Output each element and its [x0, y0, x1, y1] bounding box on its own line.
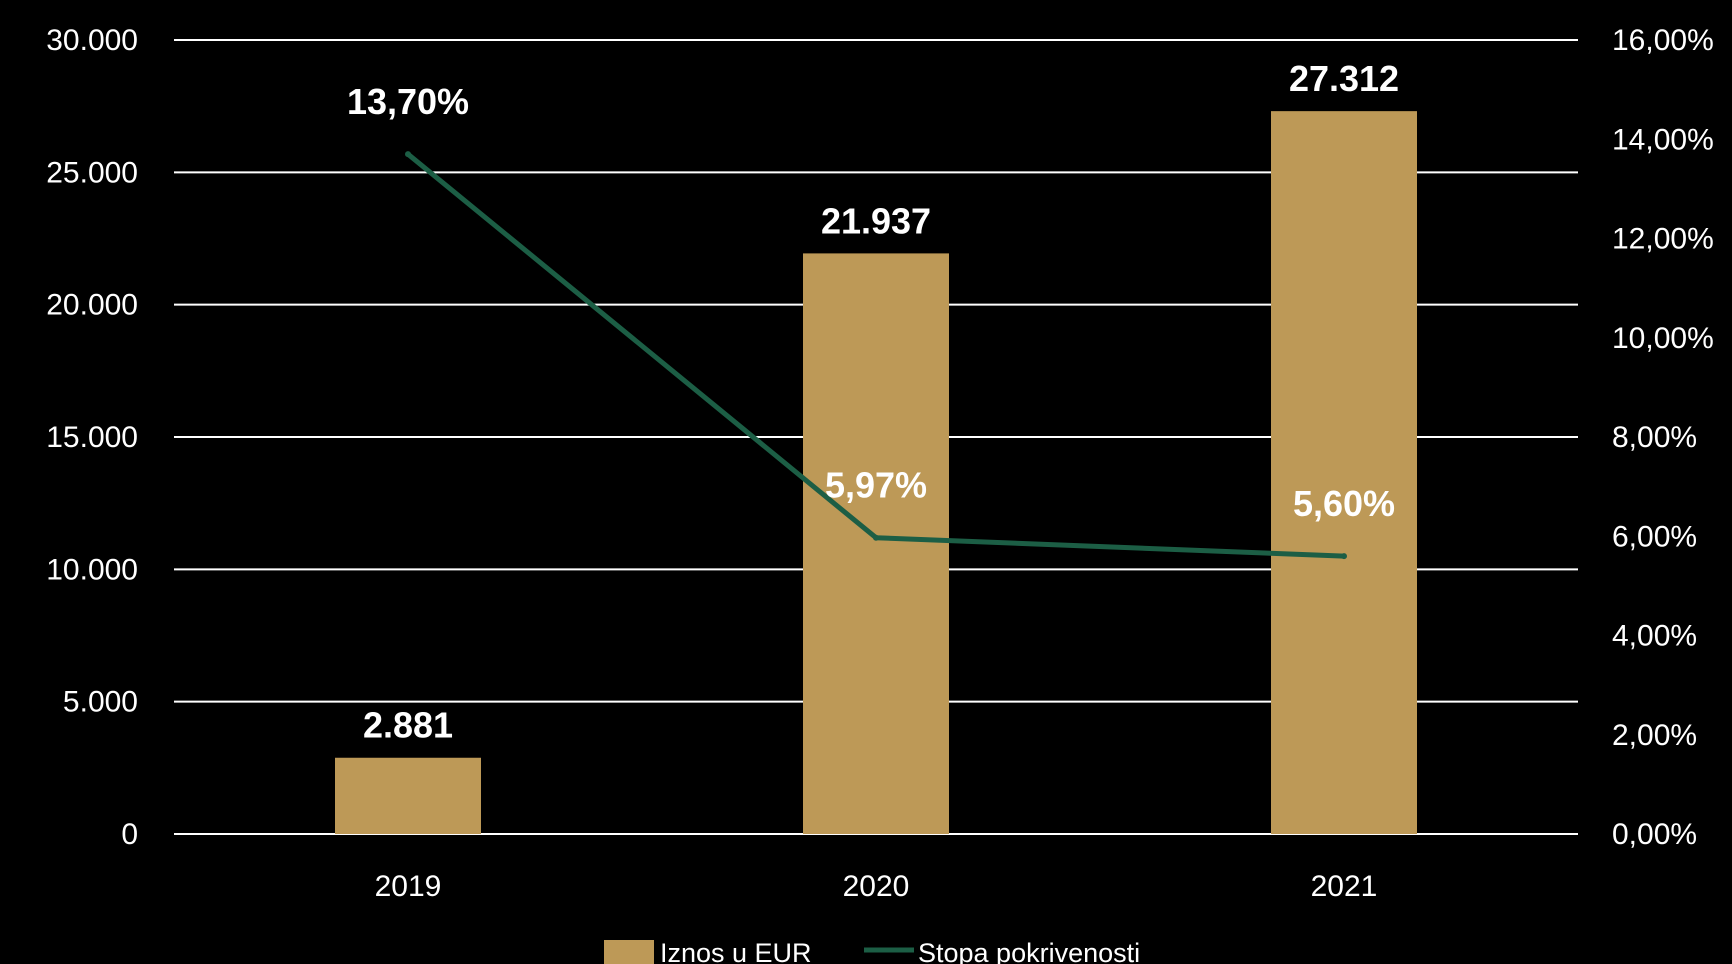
line-point: [1341, 553, 1347, 560]
right-tick-label: 0,00%: [1612, 818, 1697, 851]
right-tick-label: 10,00%: [1612, 322, 1714, 355]
data-labels: 2.881 21.937 27.312 13,70% 5,97% 5,60%: [347, 58, 1399, 746]
x-axis: 2019 2020 2021: [375, 870, 1378, 903]
left-tick-label: 10.000: [46, 553, 138, 586]
bar: [1271, 111, 1417, 835]
left-tick-label: 25.000: [46, 156, 138, 189]
right-tick-label: 6,00%: [1612, 520, 1697, 553]
right-tick-label: 2,00%: [1612, 719, 1697, 752]
bar: [335, 757, 481, 834]
right-tick-label: 14,00%: [1612, 123, 1714, 156]
left-tick-label: 0: [121, 818, 138, 851]
x-tick-label: 2019: [375, 870, 442, 903]
legend-label-bar: Iznos u EUR: [660, 938, 812, 964]
bar-value-label: 2.881: [363, 705, 453, 746]
legend-swatch-bar: [604, 940, 654, 964]
right-tick-label: 4,00%: [1612, 620, 1697, 653]
right-tick-label: 16,00%: [1612, 24, 1714, 57]
left-tick-label: 15.000: [46, 421, 138, 454]
bar-value-label: 27.312: [1289, 58, 1399, 99]
bar-series: [335, 111, 1417, 835]
left-tick-label: 5.000: [63, 686, 138, 719]
line-value-label: 13,70%: [347, 81, 469, 122]
line-value-label: 5,97%: [825, 465, 927, 506]
left-tick-label: 30.000: [46, 24, 138, 57]
x-tick-label: 2021: [1311, 870, 1378, 903]
bar: [803, 253, 949, 834]
line-point: [405, 151, 411, 158]
x-tick-label: 2020: [843, 870, 910, 903]
bar-value-label: 21.937: [821, 200, 931, 241]
line-point: [873, 534, 879, 541]
left-y-axis: 0 5.000 10.000 15.000 20.000 25.000 30.000: [46, 24, 138, 851]
right-y-axis: 0,00% 2,00% 4,00% 6,00% 8,00% 10,00% 12,00% 14,…: [1612, 24, 1714, 851]
legend: Iznos u EUR Stopa pokrivenosti: [604, 938, 1140, 964]
left-tick-label: 20.000: [46, 289, 138, 322]
right-tick-label: 12,00%: [1612, 223, 1714, 256]
line-series: [405, 151, 1347, 560]
line-value-label: 5,60%: [1293, 483, 1395, 524]
right-tick-label: 8,00%: [1612, 421, 1697, 454]
legend-label-line: Stopa pokrivenosti: [918, 938, 1140, 964]
